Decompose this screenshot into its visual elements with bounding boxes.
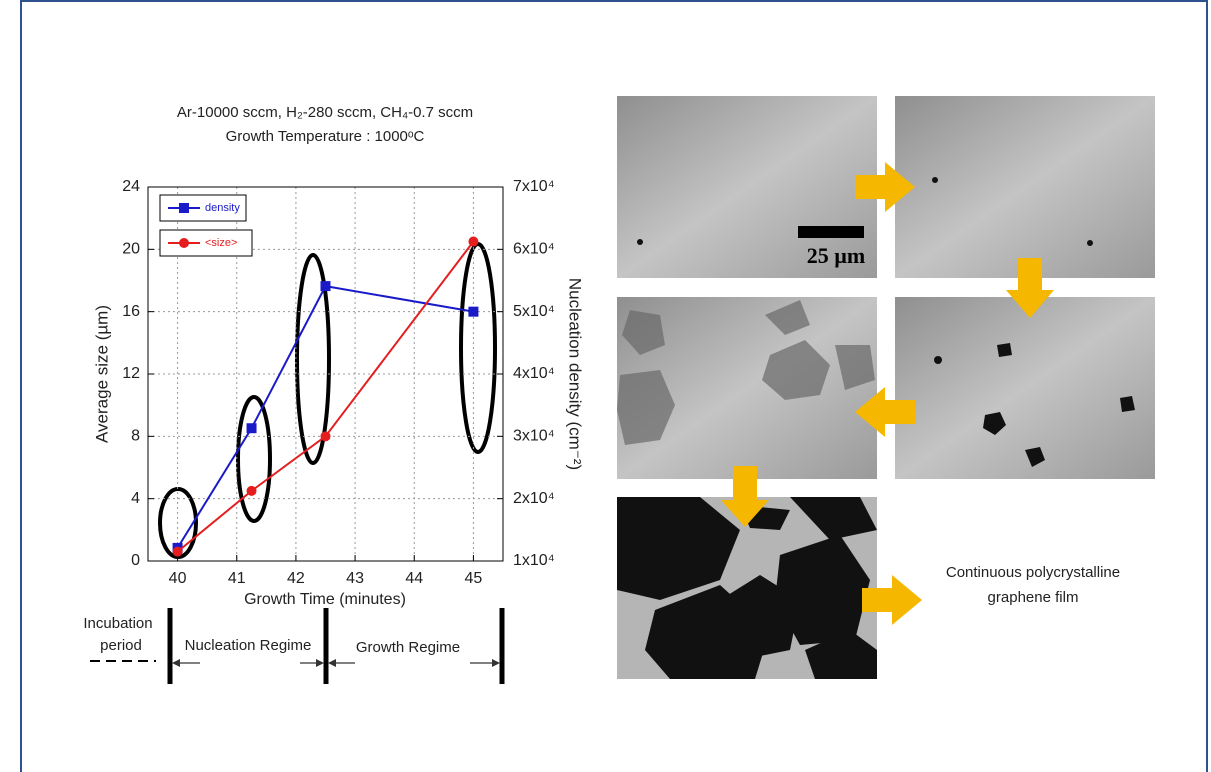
x-tick-label: 41: [228, 570, 246, 587]
y2-tick-label: 6x10⁴: [513, 241, 555, 258]
legend-label: <size>: [205, 237, 237, 249]
y2-tick-label: 4x10⁴: [513, 365, 555, 382]
scale-bar-label: 25 µm: [807, 243, 866, 268]
y-tick-label: 0: [131, 552, 140, 569]
y-tick-label: 12: [122, 365, 140, 382]
marker: [321, 431, 331, 441]
x-axis-label: Growth Time (minutes): [244, 591, 406, 608]
y-tick-label: 24: [122, 178, 140, 195]
chart-title: Growth Temperature : 1000ᵒC: [226, 128, 425, 145]
legend-marker: [179, 238, 189, 248]
y-tick-label: 20: [122, 241, 140, 258]
y-axis-label: Average size (µm): [92, 305, 111, 443]
legend-marker: [179, 203, 189, 213]
marker: [321, 281, 331, 291]
y2-tick-label: 1x10⁴: [513, 552, 555, 569]
regime-label: Incubation: [83, 615, 152, 632]
regime-label: Growth Regime: [356, 639, 460, 656]
y-tick-label: 4: [131, 490, 140, 507]
caption: Continuous polycrystalline: [946, 564, 1120, 581]
regime-label: Nucleation Regime: [185, 637, 312, 654]
marker: [173, 547, 183, 557]
slide: Ar-10000 sccm, H₂-280 sccm, CH₄-0.7 sccm…: [0, 0, 1211, 772]
x-tick-label: 44: [405, 570, 423, 587]
y2-tick-label: 2x10⁴: [513, 490, 555, 507]
chart-title: Ar-10000 sccm, H₂-280 sccm, CH₄-0.7 sccm: [177, 104, 473, 121]
marker: [247, 486, 257, 496]
marker: [247, 423, 257, 433]
x-tick-label: 43: [346, 570, 364, 587]
x-tick-label: 40: [169, 570, 187, 587]
y2-tick-label: 7x10⁴: [513, 178, 555, 195]
y-tick-label: 16: [122, 303, 140, 320]
y-tick-label: 8: [131, 428, 140, 445]
x-tick-label: 42: [287, 570, 305, 587]
y2-tick-label: 5x10⁴: [513, 303, 555, 320]
caption: graphene film: [988, 589, 1079, 606]
marker: [468, 307, 478, 317]
y2-axis-label: Nucleation density (cm⁻²): [566, 278, 585, 470]
chart: Ar-10000 sccm, H₂-280 sccm, CH₄-0.7 sccm…: [0, 0, 1211, 772]
y2-tick-label: 3x10⁴: [513, 428, 555, 445]
marker: [468, 237, 478, 247]
x-tick-label: 45: [465, 570, 483, 587]
legend-label: density: [205, 202, 240, 214]
regime-label: period: [100, 637, 142, 654]
